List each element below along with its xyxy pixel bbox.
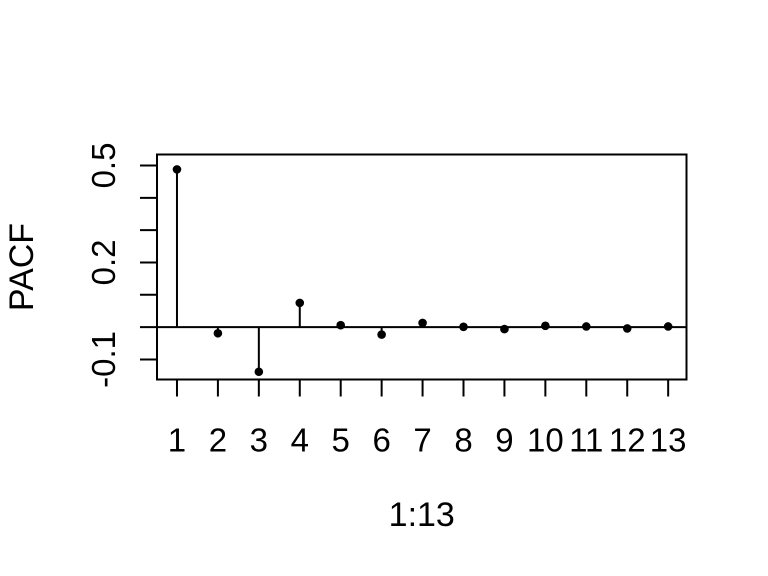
data-point (172, 165, 182, 174)
x-tick-label: 2 (209, 422, 227, 459)
x-tick-label: 9 (495, 422, 513, 459)
x-tick-label: 12 (609, 422, 646, 459)
plot-box (156, 153, 688, 381)
x-tick-label: 10 (527, 422, 564, 459)
x-tick-label: 3 (250, 422, 268, 459)
data-point (500, 324, 509, 334)
data-point (377, 330, 386, 339)
data-point (418, 318, 427, 328)
data-point (336, 320, 346, 330)
x-tick-label: 11 (569, 422, 603, 459)
x-tick-label: 7 (413, 422, 431, 459)
y-tick-label: -0.1 (85, 331, 122, 388)
x-tick-label: 13 (650, 422, 687, 459)
x-tick-label: 6 (372, 422, 390, 459)
x-tick-label: 1 (168, 422, 186, 459)
data-point (541, 321, 550, 331)
data-point (459, 322, 468, 332)
data-point (213, 328, 223, 338)
x-tick-label: 4 (291, 422, 309, 459)
y-axis-label: PACF (3, 223, 41, 311)
data-point (581, 322, 591, 331)
data-point (254, 367, 264, 377)
data-point (295, 298, 305, 308)
x-tick-label: 5 (332, 422, 350, 459)
x-tick-label: 8 (454, 422, 472, 459)
data-point (663, 322, 673, 331)
data-point (622, 324, 632, 333)
y-tick-label: 0.5 (85, 143, 122, 189)
y-tick-label: 0.2 (85, 240, 122, 286)
x-axis-label: 1:13 (389, 496, 455, 534)
